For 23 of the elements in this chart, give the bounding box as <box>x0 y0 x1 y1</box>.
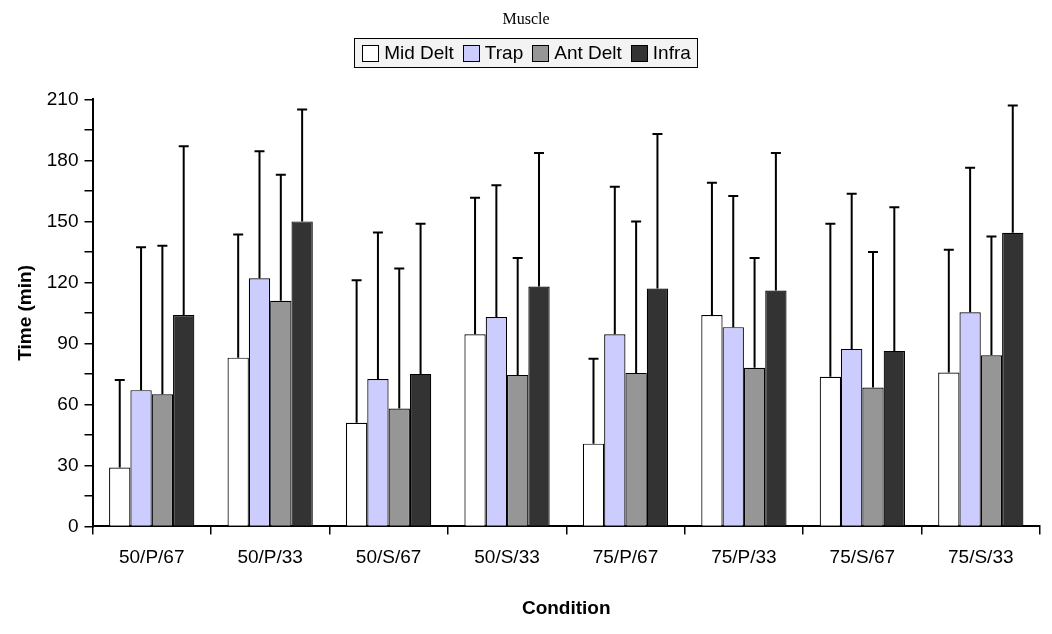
x-tick-label: 75/P/67 <box>592 546 659 568</box>
legend-label: Infra <box>652 42 691 64</box>
x-tick-label: 50/S/33 <box>474 546 540 568</box>
y-tick-label: 180 <box>46 148 79 170</box>
y-tick-label: 30 <box>57 453 79 475</box>
y-tick-label: 60 <box>57 392 79 414</box>
y-tick-label: 210 <box>46 87 79 109</box>
legend-label: Mid Delt <box>384 42 454 64</box>
y-tick-label: 120 <box>46 270 79 292</box>
x-axis-title: Condition <box>521 596 611 618</box>
x-tick-label: 50/P/33 <box>237 546 303 568</box>
x-tick-label: 75/S/33 <box>948 546 1014 568</box>
y-tick-label: 150 <box>46 209 79 231</box>
y-tick-label: 90 <box>57 331 79 353</box>
legend-label: Ant Delt <box>554 42 622 64</box>
x-tick-label: 50/P/67 <box>118 546 185 568</box>
y-tick-label: 0 <box>67 514 79 536</box>
legend-title: Muscle <box>502 10 550 28</box>
x-tick-label: 75/P/33 <box>711 546 777 568</box>
x-tick-label: 50/S/67 <box>355 546 422 568</box>
y-axis-title: Time (min) <box>13 265 35 361</box>
legend-label: Trap <box>484 42 524 64</box>
x-tick-label: 75/S/67 <box>829 546 896 568</box>
